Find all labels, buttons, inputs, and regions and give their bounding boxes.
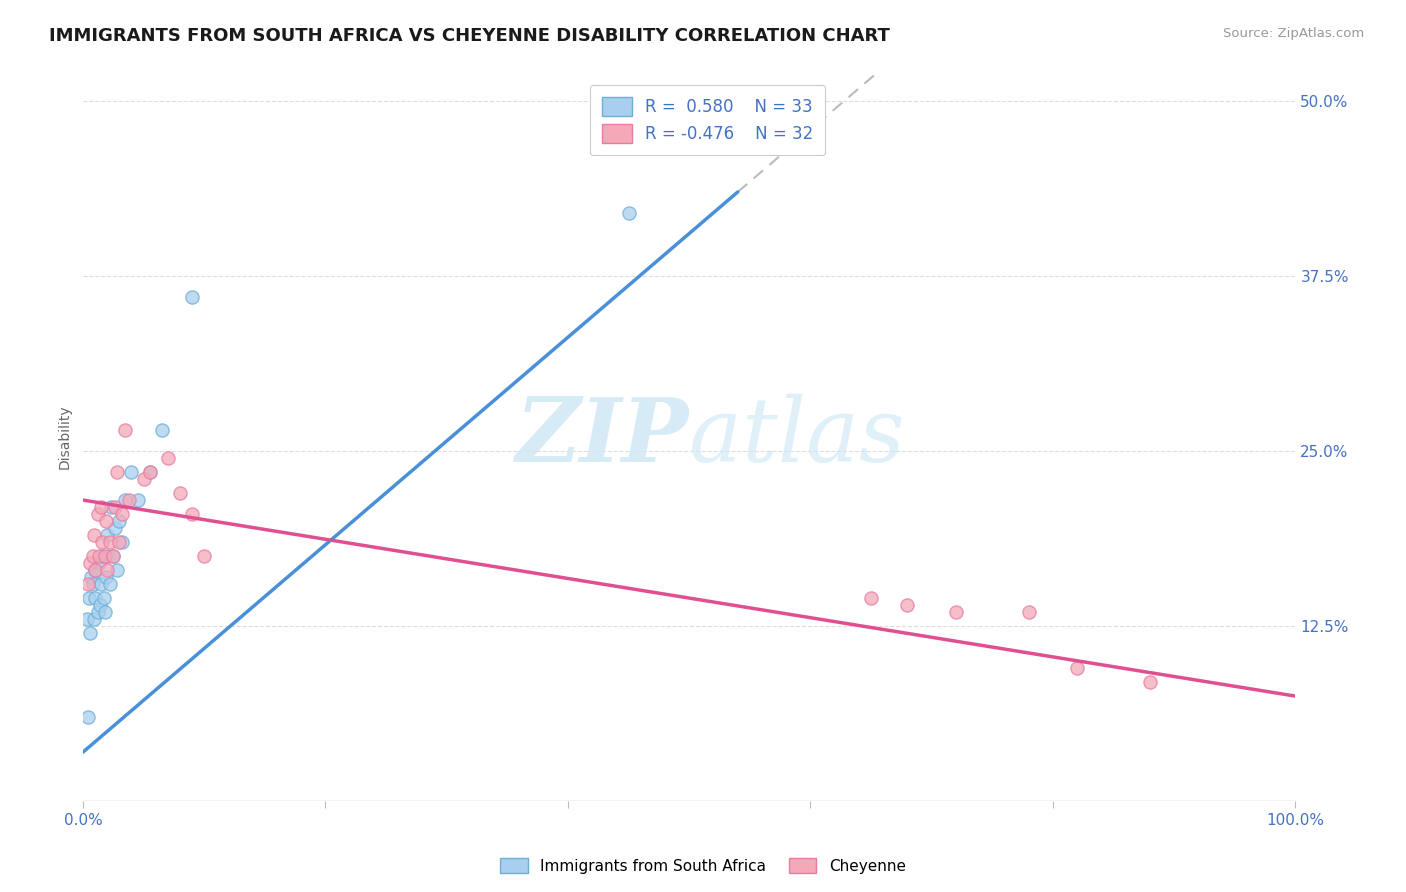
Point (76, 577, 98, 591)
Point (80, 570, 103, 584)
Text: ZIP: ZIP (516, 393, 689, 480)
Point (138, 465, 160, 479)
Point (86, 507, 108, 521)
Point (114, 493, 136, 508)
Point (156, 451, 179, 466)
Point (118, 493, 141, 508)
Point (100, 500, 122, 514)
Point (87, 549, 110, 563)
Point (77, 591, 100, 606)
Point (96, 563, 118, 577)
Point (103, 500, 125, 514)
Point (90, 577, 112, 591)
Point (91, 535, 114, 549)
Point (108, 535, 131, 549)
Point (105, 563, 128, 577)
Point (1066, 661, 1088, 675)
Text: IMMIGRANTS FROM SOUTH AFRICA VS CHEYENNE DISABILITY CORRELATION CHART: IMMIGRANTS FROM SOUTH AFRICA VS CHEYENNE… (49, 27, 890, 45)
Legend: R =  0.580    N = 33, R = -0.476    N = 32: R = 0.580 N = 33, R = -0.476 N = 32 (591, 85, 825, 155)
Point (169, 486, 191, 500)
Point (79, 556, 101, 570)
Point (83, 612, 105, 626)
Point (108, 514, 131, 528)
Point (76, 612, 98, 626)
Point (860, 591, 883, 606)
Point (103, 549, 125, 563)
Point (79, 626, 101, 640)
Point (97, 549, 120, 563)
Point (89, 598, 111, 612)
Point (138, 465, 160, 479)
Point (150, 423, 173, 437)
Point (193, 549, 215, 563)
Point (90, 500, 112, 514)
Y-axis label: Disability: Disability (58, 405, 72, 469)
Point (86, 605, 108, 619)
Text: atlas: atlas (689, 393, 905, 481)
Point (181, 290, 204, 304)
Point (96, 528, 118, 542)
Point (76, 710, 98, 724)
Text: Source: ZipAtlas.com: Source: ZipAtlas.com (1223, 27, 1364, 40)
Point (111, 535, 134, 549)
Point (114, 423, 136, 437)
Point (1139, 675, 1161, 690)
Point (93, 591, 115, 606)
Point (82, 549, 104, 563)
Point (94, 605, 117, 619)
Point (94, 570, 117, 584)
Legend: Immigrants from South Africa, Cheyenne: Immigrants from South Africa, Cheyenne (494, 852, 912, 880)
Point (82, 577, 104, 591)
Point (181, 507, 204, 521)
Point (87, 556, 110, 570)
Point (945, 605, 967, 619)
Point (98, 535, 121, 549)
Point (84, 563, 107, 577)
Point (1018, 605, 1040, 619)
Point (111, 507, 134, 521)
Point (94, 549, 117, 563)
Point (132, 472, 155, 486)
Point (896, 598, 918, 612)
Point (84, 591, 107, 606)
Point (127, 493, 149, 508)
Point (103, 521, 125, 535)
Point (105, 465, 128, 479)
Point (617, 206, 640, 220)
Point (94, 514, 117, 528)
Point (84, 563, 107, 577)
Point (91, 549, 114, 563)
Point (121, 465, 143, 479)
Point (98, 577, 121, 591)
Point (103, 549, 125, 563)
Point (83, 528, 105, 542)
